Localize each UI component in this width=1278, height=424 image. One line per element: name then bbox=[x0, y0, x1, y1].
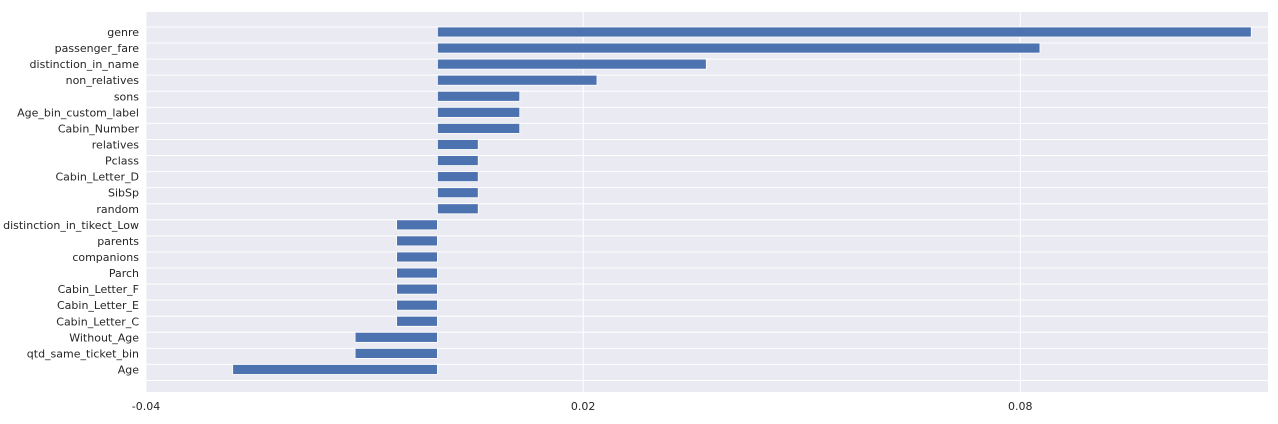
bar-random bbox=[437, 203, 479, 215]
y-tick-label: Age_bin_custom_label bbox=[17, 106, 139, 119]
bar-qtd-same-ticket-bin bbox=[354, 347, 438, 359]
y-tick-label: Cabin_Letter_C bbox=[56, 315, 139, 328]
y-tick-label: distinction_in_name bbox=[30, 58, 140, 71]
bar-sibsp bbox=[437, 187, 479, 199]
bar-without-age bbox=[354, 331, 438, 343]
x-tick-label: -0.04 bbox=[132, 400, 160, 413]
y-tick-label: Pclass bbox=[105, 155, 139, 168]
y-tick-label: Cabin_Letter_E bbox=[57, 299, 139, 312]
bar-cabin-letter-d bbox=[437, 171, 479, 183]
bar-passenger-fare bbox=[437, 42, 1041, 54]
y-tick-label: sons bbox=[114, 90, 139, 103]
y-tick-label: random bbox=[96, 203, 139, 216]
bar-cabin-letter-e bbox=[396, 299, 438, 311]
bar-age-bin-custom-label bbox=[437, 106, 521, 118]
y-tick-label: genre bbox=[107, 26, 139, 39]
y-tick-label: Without_Age bbox=[69, 331, 139, 344]
bar-cabin-letter-c bbox=[396, 315, 438, 327]
y-tick-label: Cabin_Letter_F bbox=[58, 283, 139, 296]
y-tick-label: Cabin_Number bbox=[58, 122, 140, 135]
y-tick-label: parents bbox=[97, 235, 139, 248]
plot-background bbox=[146, 12, 1268, 392]
y-tick-label: distinction_in_tikect_Low bbox=[3, 219, 139, 232]
bar-pclass bbox=[437, 155, 479, 166]
y-tick-label: relatives bbox=[92, 138, 139, 151]
bar-non-relatives bbox=[437, 74, 598, 86]
x-tick-label: 0.08 bbox=[1008, 400, 1033, 413]
bar-genre bbox=[437, 26, 1252, 38]
y-tick-label: Age bbox=[118, 363, 140, 376]
y-tick-label: passenger_fare bbox=[55, 42, 140, 55]
y-tick-label: non_relatives bbox=[66, 74, 140, 87]
y-tick-label: qtd_same_ticket_bin bbox=[27, 347, 139, 360]
bar-parents bbox=[396, 235, 438, 247]
bar-parch bbox=[396, 267, 438, 279]
y-tick-label: companions bbox=[72, 251, 139, 264]
bar-sons bbox=[437, 90, 521, 102]
bar-relatives bbox=[437, 139, 479, 150]
bar-age bbox=[232, 364, 438, 375]
bar-distinction-in-tikect-low bbox=[396, 219, 438, 231]
grid-lines bbox=[145, 12, 1268, 392]
x-tick-labels: -0.04 0.02 0.08 bbox=[132, 400, 1033, 413]
bar-companions bbox=[396, 251, 438, 263]
x-tick-label: 0.02 bbox=[571, 400, 596, 413]
y-tick-label: Cabin_Letter_D bbox=[55, 171, 139, 184]
bar-cabin-number bbox=[437, 123, 521, 134]
y-tick-label: SibSp bbox=[108, 187, 139, 200]
y-tick-label: Parch bbox=[109, 267, 139, 280]
bar-cabin-letter-f bbox=[396, 283, 438, 295]
bars bbox=[232, 26, 1252, 375]
bar-distinction-in-name bbox=[437, 58, 707, 70]
y-tick-labels: genre passenger_fare distinction_in_nameno… bbox=[3, 26, 139, 376]
